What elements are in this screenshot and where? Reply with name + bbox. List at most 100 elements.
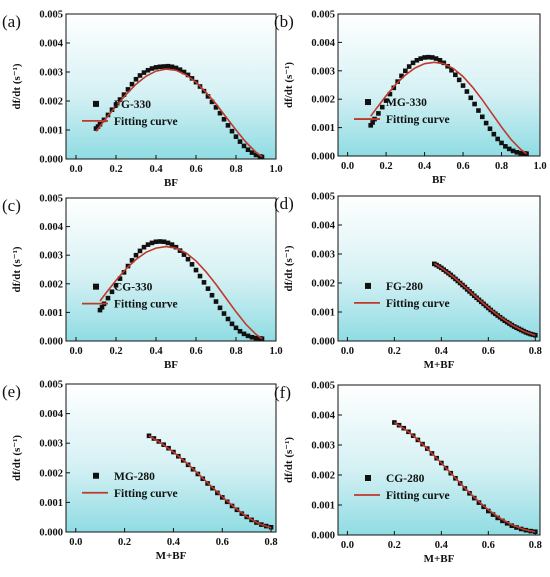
legend-label: Fitting curve bbox=[386, 298, 450, 310]
data-point bbox=[414, 57, 420, 63]
x-tick-label: 1.0 bbox=[533, 161, 546, 172]
data-point bbox=[221, 311, 227, 316]
data-point bbox=[500, 518, 505, 524]
data-point bbox=[133, 76, 139, 82]
data-point bbox=[213, 105, 219, 110]
data-point bbox=[499, 140, 504, 146]
data-point bbox=[165, 240, 171, 246]
data-point bbox=[161, 239, 167, 245]
data-point bbox=[237, 139, 243, 144]
panel-label: (a) bbox=[2, 12, 21, 31]
data-point bbox=[177, 67, 183, 72]
data-point bbox=[97, 121, 103, 127]
legend-label: Fitting curve bbox=[114, 488, 178, 500]
x-tick-label: 0.6 bbox=[482, 540, 495, 551]
x-tick-label: 0.6 bbox=[456, 161, 469, 172]
y-tick-label: 0.000 bbox=[39, 528, 63, 539]
data-point bbox=[387, 91, 393, 97]
x-axis-title: M+BF bbox=[424, 553, 455, 565]
data-point bbox=[117, 276, 123, 281]
data-point bbox=[165, 63, 171, 69]
x-tick-label: 0.0 bbox=[341, 540, 354, 551]
chart-panel: 0.0 0.2 0.4 0.6 0.8 0.000 0.001 0.002 0.003 0.004… bbox=[2, 380, 278, 563]
x-tick-label: 0.0 bbox=[69, 537, 82, 548]
data-point bbox=[392, 420, 397, 425]
data-point bbox=[157, 64, 163, 70]
y-tick-label: 0.004 bbox=[311, 38, 335, 49]
data-point bbox=[209, 99, 215, 105]
data-point bbox=[449, 67, 454, 73]
x-tick-label: 0.8 bbox=[229, 346, 242, 357]
y-tick-label: 0.004 bbox=[39, 39, 63, 50]
data-point bbox=[406, 64, 412, 69]
data-point bbox=[483, 120, 489, 126]
axes-frame bbox=[65, 197, 277, 342]
x-tick-label: 0.4 bbox=[167, 537, 181, 548]
data-point bbox=[437, 57, 443, 63]
data-point bbox=[153, 239, 159, 245]
y-tick-label: 0.000 bbox=[311, 337, 335, 348]
legend-label: CG-330 bbox=[114, 282, 153, 294]
y-tick-label: 0.005 bbox=[39, 10, 63, 21]
x-tick-label: 0.8 bbox=[265, 537, 278, 548]
data-point bbox=[249, 334, 255, 340]
x-tick-label: 0.4 bbox=[149, 164, 163, 175]
x-tick-label: 0.0 bbox=[69, 346, 82, 357]
y-tick-label: 0.005 bbox=[39, 194, 63, 205]
legend-label: Fitting curve bbox=[386, 114, 450, 126]
data-point bbox=[229, 128, 235, 134]
data-point bbox=[173, 65, 179, 71]
legend-label: FG-280 bbox=[386, 281, 423, 293]
axes-frame bbox=[337, 384, 541, 536]
data-point bbox=[221, 116, 227, 122]
chart-panel: 0.0 0.2 0.4 0.6 0.8 1.0 0.000 0.001 0.002 0.003 0.… bbox=[2, 10, 283, 190]
data-point bbox=[379, 104, 385, 110]
x-tick-label: 0.6 bbox=[482, 346, 495, 357]
x-tick-label: 0.2 bbox=[388, 540, 401, 551]
data-point bbox=[185, 256, 191, 262]
data-point bbox=[403, 68, 408, 74]
data-point bbox=[225, 123, 231, 128]
x-tick-label: 0.0 bbox=[69, 164, 82, 175]
data-point bbox=[95, 124, 101, 129]
y-tick-label: 0.001 bbox=[39, 308, 63, 319]
legend-label: MG-330 bbox=[386, 97, 427, 109]
data-point bbox=[233, 325, 239, 331]
data-point bbox=[217, 305, 223, 311]
y-tick-label: 0.004 bbox=[311, 411, 335, 422]
data-point bbox=[97, 307, 103, 313]
data-point bbox=[245, 333, 251, 339]
data-point bbox=[433, 56, 439, 61]
data-point bbox=[113, 102, 119, 107]
data-point bbox=[241, 143, 247, 149]
x-tick-label: 0.2 bbox=[118, 537, 131, 548]
x-tick-label: 0.0 bbox=[341, 161, 354, 172]
data-point bbox=[249, 150, 255, 155]
data-point bbox=[468, 95, 474, 101]
data-point bbox=[370, 120, 375, 125]
data-point bbox=[225, 316, 231, 322]
data-point bbox=[486, 508, 491, 514]
x-tick-label: 0.6 bbox=[189, 346, 202, 357]
data-point bbox=[460, 83, 466, 88]
data-point bbox=[109, 289, 115, 295]
legend-marker bbox=[365, 282, 371, 289]
x-tick-label: 0.4 bbox=[435, 346, 449, 357]
data-point bbox=[259, 336, 265, 342]
data-point bbox=[518, 150, 524, 156]
data-point bbox=[410, 60, 416, 66]
data-point bbox=[197, 273, 203, 279]
legend-label: Fitting curve bbox=[114, 116, 178, 128]
legend-marker bbox=[93, 100, 99, 107]
y-tick-label: 0.002 bbox=[311, 95, 335, 106]
x-axis-title: BF bbox=[432, 174, 446, 186]
data-point bbox=[133, 252, 139, 258]
x-tick-label: 0.8 bbox=[495, 161, 508, 172]
x-tick-label: 0.4 bbox=[435, 540, 449, 551]
data-point bbox=[426, 54, 431, 60]
data-point bbox=[153, 65, 159, 70]
legend-marker bbox=[365, 475, 371, 481]
y-tick-label: 0.002 bbox=[39, 279, 63, 290]
y-axis-title: df/dt (s⁻¹) bbox=[283, 62, 295, 108]
